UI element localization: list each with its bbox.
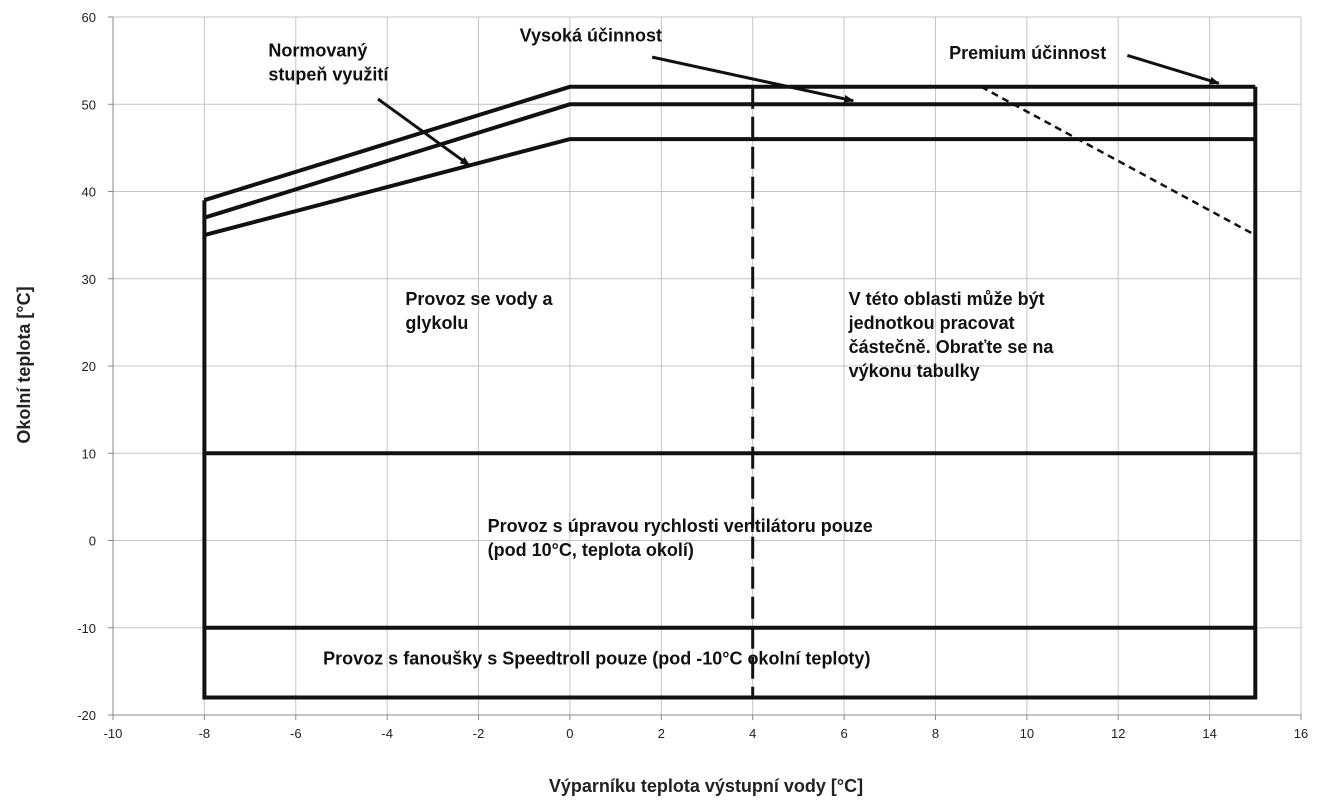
annotation-arrow [651,55,855,103]
y-tick-label: 0 [89,534,96,549]
annotation-normovany: Normovaný stupeň využití [268,40,471,167]
annotation-oblast: V této oblasti může být jednotkou pracova… [848,289,1055,381]
y-tick-label: 30 [82,272,96,287]
annotation-speedtroll: Provoz s fanoušky s Speedtroll pouze (po… [323,648,870,668]
gridlines [112,16,1302,716]
annotation-voda-glykol: Provoz se vody a glykolu [405,289,553,333]
y-tick-label: 20 [82,359,96,374]
x-tick-label: 16 [1294,726,1308,741]
series-line-2 [203,102,1256,220]
annotation-premium: Premium účinnost [949,43,1220,85]
x-tick-label: -6 [290,726,302,741]
x-tick-label: -8 [199,726,211,741]
x-tick-label: 10 [1020,726,1034,741]
series-line-3 [203,137,1256,238]
x-axis-title: Výparníku teplota výstupní vody [°C] [549,776,863,796]
series-group [202,84,1258,700]
annotation-arrow [377,97,471,167]
annotation-arrow [1126,53,1220,85]
axes: -10 -8 -6 -4 -2 0 2 4 6 8 10 12 14 16-20-100102030405… [77,10,1308,741]
series-line-1 [203,84,1256,203]
x-tick-label: -4 [381,726,393,741]
y-tick-label: -20 [77,708,96,723]
series-line-4 [202,86,1258,700]
annotation-text: Provoz se vody a glykolu [405,289,553,333]
x-tick-label: -10 [104,726,123,741]
x-tick-label: 8 [932,726,939,741]
x-tick-label: 6 [840,726,847,741]
annotation-text: Vysoká účinnost [520,25,662,45]
annotation-ventilator: Provoz s úpravou rychlosti ventilátoru p… [488,516,873,560]
y-tick-label: 10 [82,446,96,461]
annotation-text: V této oblasti může být jednotkou pracova… [848,289,1055,381]
annotations: Normovaný stupeň využití Vysoká účinnost Pr… [268,25,1220,668]
annotation-text: Provoz s fanoušky s Speedtroll pouze (po… [323,648,870,668]
annotation-text: Provoz s úpravou rychlosti ventilátoru p… [488,516,873,560]
x-tick-label: -2 [473,726,485,741]
annotation-vysoka: Vysoká účinnost [520,25,855,103]
y-tick-label: 60 [82,10,96,25]
x-tick-label: 0 [566,726,573,741]
x-tick-label: 12 [1111,726,1125,741]
x-tick-label: 14 [1202,726,1216,741]
series-line-8 [980,85,1256,237]
annotation-text: Normovaný stupeň využití [268,40,389,84]
x-tick-label: 4 [749,726,756,741]
y-tick-label: 50 [82,97,96,112]
y-axis-title: Okolní teplota [°C] [14,286,34,443]
y-tick-label: -10 [77,621,96,636]
annotation-text: Premium účinnost [949,43,1106,63]
x-tick-label: 2 [658,726,665,741]
y-tick-label: 40 [82,185,96,200]
